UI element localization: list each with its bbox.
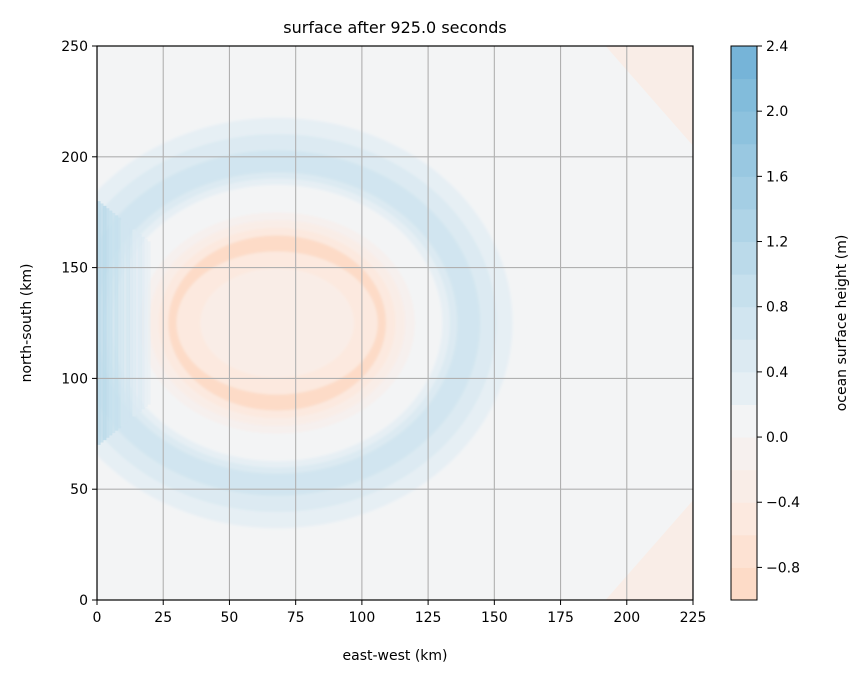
boundary-band-stripe bbox=[126, 224, 130, 422]
boundary-band-stripe bbox=[120, 220, 125, 426]
colorbar-bands bbox=[731, 46, 757, 600]
boundary-band-stripe bbox=[105, 208, 110, 438]
boundary-band-stripe bbox=[135, 231, 139, 415]
colorbar-tick-label: 0.4 bbox=[766, 365, 788, 381]
x-tick-label: 0 bbox=[93, 610, 102, 626]
boundary-band-stripe bbox=[108, 210, 113, 436]
colorbar-band bbox=[731, 502, 757, 536]
boundary-band-stripe bbox=[132, 229, 136, 417]
colorbar-tick-label: 1.2 bbox=[766, 235, 788, 251]
boundary-band-stripe bbox=[138, 234, 142, 412]
boundary-band bbox=[97, 201, 151, 445]
colorbar-ticks: −0.8 −0.4 0.0 0.4 0.8 1.2 1.6 2.0 2.4 bbox=[757, 39, 800, 576]
boundary-band-stripe bbox=[141, 236, 145, 410]
x-tick-label: 150 bbox=[481, 610, 508, 626]
corner-patch-bottom-right bbox=[605, 500, 693, 600]
boundary-band-stripe bbox=[123, 222, 128, 424]
y-tick-label: 50 bbox=[70, 482, 88, 498]
colorbar-band bbox=[731, 567, 757, 600]
y-tick-label: 150 bbox=[61, 261, 88, 277]
boundary-band-stripe bbox=[111, 212, 116, 434]
x-tick-label: 175 bbox=[547, 610, 574, 626]
boundary-band-stripe bbox=[117, 217, 122, 429]
y-tick-label: 0 bbox=[79, 593, 88, 609]
x-tick-label: 25 bbox=[154, 610, 172, 626]
boundary-band-stripe bbox=[144, 239, 148, 407]
colorbar-frame bbox=[730, 45, 758, 601]
x-tick-label: 200 bbox=[613, 610, 640, 626]
colorbar-band bbox=[731, 339, 757, 373]
grid-lines bbox=[97, 46, 693, 600]
colorbar-band bbox=[731, 176, 757, 210]
colorbar-band bbox=[731, 111, 757, 145]
boundary-band-stripe bbox=[99, 203, 104, 443]
x-tick-label: 100 bbox=[349, 610, 376, 626]
colorbar-tick-label: 0.8 bbox=[766, 300, 788, 316]
x-tick-label: 125 bbox=[415, 610, 442, 626]
colorbar-tick-label: 2.4 bbox=[766, 39, 788, 55]
colorbar-tick-label: 0.0 bbox=[766, 430, 788, 446]
colorbar-band bbox=[731, 78, 757, 112]
x-axis-label: east-west (km) bbox=[343, 648, 448, 664]
y-axis-label: north-south (km) bbox=[19, 264, 35, 383]
y-tick-label: 250 bbox=[61, 39, 88, 55]
colorbar-band bbox=[731, 208, 757, 243]
boundary-band-stripe bbox=[147, 241, 151, 405]
plot-area bbox=[97, 46, 693, 600]
y-tick-label: 100 bbox=[61, 371, 88, 387]
plot-frame bbox=[96, 45, 694, 601]
colorbar-tick-label: −0.4 bbox=[766, 495, 800, 511]
x-tick-label: 50 bbox=[221, 610, 239, 626]
colorbar-band bbox=[731, 241, 757, 275]
x-tick-label: 225 bbox=[680, 610, 707, 626]
contour-level-center bbox=[224, 285, 331, 361]
colorbar-tick-label: 2.0 bbox=[766, 104, 788, 120]
colorbar-band bbox=[731, 404, 757, 438]
colorbar-tick-label: 1.6 bbox=[766, 169, 788, 185]
colorbar-band bbox=[731, 534, 757, 568]
colorbar-tick-label: −0.8 bbox=[766, 560, 800, 576]
boundary-band-stripe bbox=[114, 215, 119, 431]
boundary-band-stripe bbox=[102, 205, 107, 441]
colorbar-label: ocean surface height (m) bbox=[834, 235, 850, 412]
colorbar-band bbox=[731, 437, 757, 471]
y-tick-label: 200 bbox=[61, 150, 88, 166]
contour-field bbox=[97, 46, 693, 600]
field-halo-group bbox=[97, 101, 529, 545]
colorbar-band bbox=[731, 306, 757, 340]
colorbar-band bbox=[731, 143, 757, 177]
colorbar-band bbox=[731, 371, 757, 405]
y-axis: 0 50 100 150 200 250 bbox=[61, 39, 97, 609]
corner-patch-top-right bbox=[605, 46, 693, 146]
colorbar-band bbox=[731, 469, 757, 503]
chart-title: surface after 925.0 seconds bbox=[283, 18, 506, 37]
boundary-band-stripe bbox=[97, 201, 101, 445]
x-axis: 0 25 50 75 100 125 150 175 200 225 bbox=[93, 600, 707, 626]
colorbar-band bbox=[731, 46, 757, 80]
x-tick-label: 75 bbox=[287, 610, 305, 626]
boundary-band-stripe bbox=[129, 227, 133, 419]
colorbar-band bbox=[731, 274, 757, 308]
colorbar: −0.8 −0.4 0.0 0.4 0.8 1.2 1.6 2.0 2.4 ocean surf… bbox=[730, 39, 850, 601]
